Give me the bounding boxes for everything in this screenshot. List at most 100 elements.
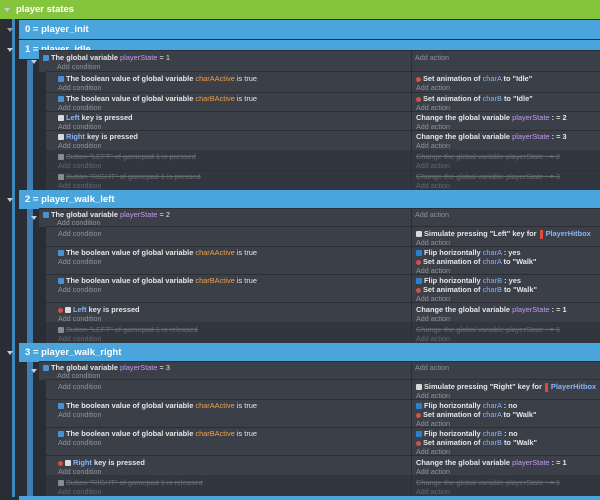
subevent[interactable]: Right key is pressed Add condition Chang… <box>46 455 600 476</box>
add-condition-link[interactable]: Add condition <box>58 467 102 476</box>
group-title: 0 = player_init <box>25 24 89 35</box>
add-condition-link[interactable]: Add condition <box>58 285 102 294</box>
add-action-link[interactable]: Add action <box>416 487 450 496</box>
subevent[interactable]: Add condition Simulate pressing "Right" … <box>46 379 600 400</box>
add-action-link[interactable]: Add action <box>416 266 450 275</box>
subevent-disabled[interactable]: Button "RIGHT" of gamepad 1 is pressed A… <box>46 170 600 191</box>
keyboard-icon <box>416 231 422 238</box>
add-condition-link[interactable]: Add condition <box>58 122 102 131</box>
add-condition-link[interactable]: Add condition <box>58 487 102 496</box>
add-condition-link[interactable]: Add condition <box>58 410 102 419</box>
add-condition-link[interactable]: Add condition <box>58 382 102 391</box>
add-action-link[interactable]: Add action <box>416 238 450 247</box>
collapse-icon[interactable] <box>4 8 10 12</box>
subevent-disabled[interactable]: Button "LEFT" of gamepad 1 is pressed Ad… <box>46 150 600 171</box>
keyboard-icon <box>416 384 422 391</box>
event-walk-left[interactable]: The global variable playerState = 2 Add … <box>39 208 600 227</box>
add-condition-link[interactable]: Add condition <box>58 314 102 323</box>
expand-icon[interactable] <box>7 28 13 32</box>
keyboard-icon <box>58 460 63 466</box>
add-action-link[interactable]: Add action <box>416 122 450 131</box>
variable-icon <box>58 431 64 438</box>
add-condition-link[interactable]: Add condition <box>58 103 102 112</box>
subevent[interactable]: Add condition Simulate pressing "Left" k… <box>46 226 600 247</box>
variable-icon <box>43 212 49 219</box>
add-action-link[interactable]: Add action <box>416 294 450 303</box>
add-condition-link[interactable]: Add condition <box>58 83 102 92</box>
add-action-link[interactable]: Add action <box>416 334 450 343</box>
collapse-icon[interactable] <box>7 48 13 52</box>
subevent[interactable]: Left key is pressed Add condition Change… <box>46 111 600 131</box>
add-action-link[interactable]: Add action <box>416 103 450 112</box>
variable-icon <box>58 250 64 257</box>
group-player-walk-right[interactable]: 3 = player_walk_right <box>7 343 600 362</box>
group-edge <box>27 362 33 500</box>
bottom-strip <box>19 496 600 500</box>
add-action-link[interactable]: Add action <box>416 467 450 476</box>
subevent[interactable]: The boolean value of global variable cha… <box>46 399 600 428</box>
add-condition-link[interactable]: Add condition <box>57 218 101 227</box>
subevent[interactable]: Right key is pressed Add condition Chang… <box>46 130 600 151</box>
event-idle[interactable]: The global variable playerState = 1 Add … <box>39 50 600 72</box>
animation-icon <box>416 259 421 265</box>
collapse-icon[interactable] <box>31 369 37 373</box>
collapse-icon[interactable] <box>7 198 13 202</box>
subevent[interactable]: The boolean value of global variable cha… <box>46 427 600 456</box>
add-action-link[interactable]: Add action <box>416 314 450 323</box>
animation-icon <box>416 96 421 102</box>
gamepad-icon <box>58 327 64 334</box>
add-action-link[interactable]: Add action <box>416 161 450 170</box>
subevent[interactable]: The boolean value of global variable cha… <box>46 274 600 303</box>
add-condition-link[interactable]: Add condition <box>58 229 102 238</box>
keyboard-icon <box>65 307 71 314</box>
group-player-init[interactable]: 0 = player_init <box>7 20 600 39</box>
variable-icon <box>58 76 64 83</box>
group-title: 2 = player_walk_left <box>25 194 115 205</box>
flip-icon <box>416 250 422 257</box>
subevent[interactable]: The boolean value of global variable cha… <box>46 71 600 93</box>
subevent[interactable]: The boolean value of global variable cha… <box>46 92 600 112</box>
add-condition-link[interactable]: Add condition <box>58 161 102 170</box>
condition[interactable]: The global variable playerState = 1 <box>43 53 170 62</box>
add-action-link[interactable]: Add action <box>415 53 449 62</box>
root-event-group[interactable]: player states <box>0 0 600 19</box>
add-action-link[interactable]: Add action <box>415 363 449 372</box>
keyboard-icon <box>58 307 63 313</box>
animation-icon <box>416 412 421 418</box>
collapse-icon[interactable] <box>31 216 37 220</box>
variable-icon <box>58 278 64 285</box>
subevent[interactable]: The boolean value of global variable cha… <box>46 246 600 275</box>
add-condition-link[interactable]: Add condition <box>57 371 101 380</box>
hitbox-icon <box>539 229 543 239</box>
keyboard-icon <box>65 460 71 467</box>
add-action-link[interactable]: Add action <box>416 447 450 456</box>
collapse-icon[interactable] <box>7 351 13 355</box>
add-action-link[interactable]: Add action <box>416 83 450 92</box>
add-condition-link[interactable]: Add condition <box>58 141 102 150</box>
animation-icon <box>416 76 421 82</box>
variable-icon <box>43 365 49 372</box>
group-edge <box>27 209 33 344</box>
add-action-link[interactable]: Add action <box>416 391 450 400</box>
gamepad-icon <box>58 154 64 161</box>
add-condition-link[interactable]: Add condition <box>58 257 102 266</box>
variable-icon <box>58 96 64 103</box>
add-action-link[interactable]: Add action <box>416 141 450 150</box>
subevent-disabled[interactable]: Button "LEFT" of gamepad 1 is released A… <box>46 322 600 343</box>
keyboard-icon <box>58 115 64 122</box>
subevent-disabled[interactable]: Button "RIGHT" of gamepad 1 is released … <box>46 475 600 496</box>
group-edge <box>27 60 33 192</box>
event-walk-right[interactable]: The global variable playerState = 3 Add … <box>39 361 600 380</box>
add-action-link[interactable]: Add action <box>416 181 450 190</box>
add-action-link[interactable]: Add action <box>415 210 449 219</box>
add-condition-link[interactable]: Add condition <box>58 438 102 447</box>
group-indent <box>12 19 15 497</box>
add-condition-link[interactable]: Add condition <box>58 181 102 190</box>
keyboard-icon <box>58 134 64 141</box>
collapse-icon[interactable] <box>31 60 37 64</box>
group-player-walk-left[interactable]: 2 = player_walk_left <box>7 190 600 209</box>
add-action-link[interactable]: Add action <box>416 419 450 428</box>
add-condition-link[interactable]: Add condition <box>57 62 101 71</box>
subevent[interactable]: Left key is pressed Add condition Change… <box>46 302 600 323</box>
add-condition-link[interactable]: Add condition <box>58 334 102 343</box>
